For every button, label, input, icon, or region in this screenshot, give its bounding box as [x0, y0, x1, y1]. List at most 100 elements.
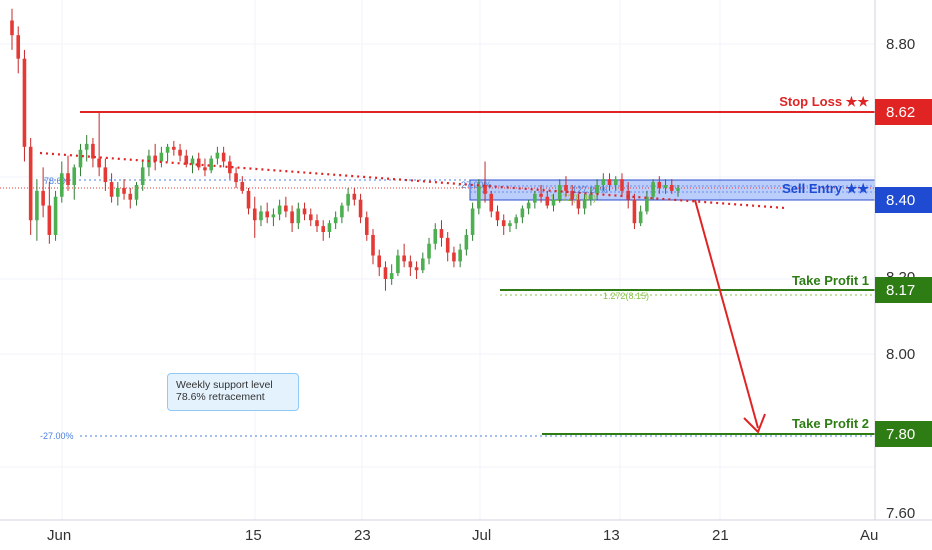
candle-body-80	[508, 223, 512, 227]
annotation-line-1: Weekly support level	[176, 379, 273, 391]
candle-body-0	[10, 20, 14, 36]
candle-body-82	[520, 208, 525, 218]
candle-body-54	[346, 193, 350, 206]
candle-body-27	[178, 149, 182, 156]
candle-body-20	[134, 185, 139, 200]
candle-body-31	[203, 167, 207, 171]
candle-body-69	[439, 229, 444, 238]
candle-body-23	[153, 155, 157, 162]
candle-body-70	[445, 237, 450, 253]
candle-body-3	[28, 146, 33, 221]
x-tick-4: 13	[603, 527, 620, 544]
candle-body-100	[632, 199, 637, 224]
candle-body-40	[259, 211, 263, 221]
candle-body-57	[364, 217, 369, 235]
time-axis: Jun 15 23 Jul 13 21 Au	[0, 519, 932, 544]
candle-body-38	[246, 190, 251, 209]
price-badge-2	[875, 277, 932, 303]
candle-body-43	[277, 205, 282, 215]
fib-786-label: 78.6%	[44, 176, 70, 186]
fib-neg27-label: -27.00%	[40, 431, 74, 441]
candle-body-77	[489, 193, 494, 212]
candle-body-86	[545, 196, 550, 206]
candle-body-16	[109, 182, 114, 197]
candle-body-17	[116, 187, 120, 197]
candle-body-107	[676, 187, 680, 191]
candle-body-75	[477, 185, 481, 209]
y-tick-0: 8.80	[886, 36, 915, 53]
x-tick-2: 23	[354, 527, 371, 544]
candle-body-24	[159, 152, 164, 162]
candle-body-37	[240, 182, 245, 191]
candle-body-49	[315, 220, 319, 227]
candle-body-98	[620, 179, 624, 191]
candle-body-44	[284, 205, 288, 212]
candle-body-52	[333, 217, 338, 224]
candle-body-71	[452, 252, 456, 262]
trade-overlays: Stop Loss ★★ Sell Entry ★★ Take Profit 1 Ta…	[39, 94, 875, 435]
fib-127-label: 127.20%	[572, 185, 608, 195]
trade-arrow-head	[743, 413, 766, 434]
candle-body-74	[470, 208, 475, 235]
candlesticks	[10, 8, 680, 291]
level-label-0: Stop Loss ★★	[779, 94, 869, 109]
candle-body-65	[414, 267, 419, 271]
candle-body-93	[589, 193, 593, 200]
candle-body-50	[321, 226, 326, 232]
level-label-1: Sell Entry ★★	[782, 181, 869, 196]
candle-body-76	[483, 185, 487, 194]
candle-body-14	[97, 158, 101, 168]
candle-body-18	[122, 187, 126, 194]
price-badge-3	[875, 421, 932, 447]
fib-tp1-ext-label: 1.272(8.15)	[603, 291, 649, 301]
candle-body-97	[613, 179, 618, 185]
candle-body-58	[371, 234, 375, 256]
candle-body-59	[377, 255, 382, 268]
resistance-trendline	[39, 151, 786, 210]
candle-body-72	[458, 249, 462, 262]
candle-body-85	[539, 193, 543, 197]
candle-body-64	[408, 261, 413, 268]
candle-body-45	[290, 211, 294, 224]
x-tick-0: Jun	[47, 527, 71, 544]
candle-body-78	[495, 211, 500, 221]
candle-body-35	[228, 161, 232, 174]
candle-body-51	[327, 223, 332, 232]
candle-body-79	[501, 220, 506, 227]
candle-body-28	[184, 155, 189, 165]
candle-body-102	[645, 196, 649, 212]
candle-body-8	[59, 173, 64, 197]
x-tick-5: 21	[712, 527, 729, 544]
candle-body-10	[72, 167, 77, 185]
candle-body-39	[252, 208, 257, 221]
candle-body-26	[172, 146, 176, 150]
candle-body-67	[427, 243, 431, 259]
candle-body-25	[165, 146, 170, 153]
candle-body-33	[215, 152, 220, 159]
candle-body-30	[196, 158, 201, 168]
candle-body-29	[190, 158, 195, 165]
candle-body-105	[663, 185, 668, 188]
y-tick-3: 7.60	[886, 505, 915, 522]
trade-arrow-line	[694, 199, 759, 429]
candle-body-83	[526, 202, 531, 209]
candle-body-46	[296, 208, 301, 224]
candle-body-9	[66, 173, 70, 185]
candle-body-13	[91, 143, 95, 159]
candle-body-12	[84, 143, 89, 150]
y-tick-2: 8.00	[886, 346, 915, 363]
candle-body-84	[533, 193, 537, 203]
candle-body-61	[389, 273, 394, 279]
candle-body-81	[514, 217, 518, 224]
candle-body-7	[53, 196, 58, 235]
price-badge-1	[875, 187, 932, 213]
candle-body-21	[140, 167, 145, 185]
candle-body-104	[657, 182, 662, 188]
annotation-note: Weekly support level 78.6% retracement	[167, 373, 299, 411]
candle-body-36	[234, 173, 238, 183]
candle-body-60	[383, 267, 388, 279]
price-badge-text-1: 8.40	[886, 192, 915, 209]
candle-body-101	[638, 211, 643, 224]
candle-body-66	[421, 258, 425, 271]
